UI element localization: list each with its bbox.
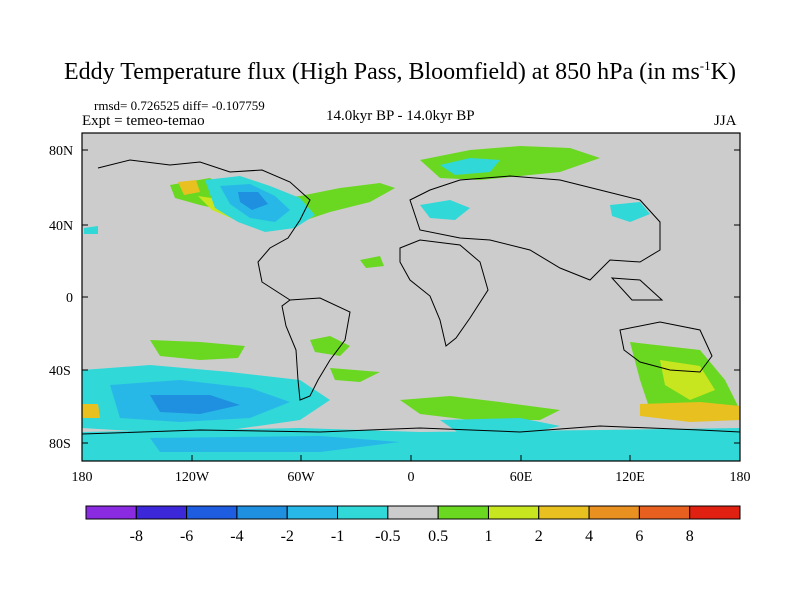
y-tick-label: 80S	[49, 437, 71, 452]
x-tick-label: 0	[408, 470, 415, 485]
colorbar-label: 0.5	[428, 528, 448, 545]
anomaly-patch-green	[150, 340, 245, 360]
flux-field	[82, 146, 740, 461]
colorbar-swatch	[387, 505, 439, 520]
experiment-label: Expt = temeo-temao	[82, 113, 205, 129]
colorbar-label: 6	[635, 528, 643, 545]
colorbar-label: -2	[281, 528, 294, 545]
x-tick-label: 120W	[175, 470, 210, 485]
colorbar-swatch	[588, 505, 640, 520]
period-label: 14.0kyr BP - 14.0kyr BP	[326, 108, 475, 124]
colorbar-swatch	[487, 505, 540, 520]
colorbar-swatch	[689, 505, 741, 520]
anomaly-patch-green	[360, 256, 384, 268]
x-tick-label: 60W	[287, 470, 315, 485]
colorbar-label: -4	[230, 528, 243, 545]
colorbar-swatch	[85, 505, 137, 520]
x-axis	[81, 455, 741, 461]
stats-label: rmsd= 0.726525 diff= -0.107759	[94, 98, 265, 113]
anomaly-patch-green	[400, 396, 560, 420]
colorbar-label: -1	[331, 528, 344, 545]
x-tick-label: 180	[72, 470, 93, 485]
colorbar-label: -6	[180, 528, 193, 545]
colorbar-label: 1	[484, 528, 492, 545]
anomaly-patch-cyan	[82, 428, 740, 461]
colorbar: -8 -6 -4 -2 -1 -0.5 0.5 1 2 4 6 8	[85, 505, 741, 545]
anomaly-patch-blue	[150, 395, 240, 414]
anomaly-patch-cyan	[420, 200, 470, 220]
colorbar-swatch	[286, 505, 339, 520]
colorbar-swatch	[538, 505, 590, 520]
season-label: JJA	[714, 113, 737, 129]
y-tick-label: 40S	[49, 364, 71, 379]
x-tick-label: 120E	[615, 470, 645, 485]
y-axis	[82, 149, 740, 444]
y-tick-label: 40N	[49, 219, 73, 234]
colorbar-swatch	[236, 505, 288, 520]
title-main: Eddy Temperature flux (High Pass, Bloomf…	[64, 59, 700, 85]
colorbar-swatch	[337, 505, 389, 520]
colorbar-label: -8	[130, 528, 143, 545]
title-exponent: -1	[699, 58, 711, 73]
colorbar-swatch	[186, 505, 238, 520]
coastlines	[82, 159, 740, 435]
anomaly-patch-green	[310, 336, 350, 356]
colorbar-label: -0.5	[375, 528, 400, 545]
anomaly-patch-cyan	[440, 158, 500, 175]
colorbar-swatch	[638, 505, 691, 520]
anomaly-patch-lightblue	[150, 436, 400, 452]
colorbar-label: 4	[585, 528, 593, 545]
anomaly-patch-yellow	[82, 404, 100, 418]
anomaly-patch-blue	[238, 192, 268, 210]
colorbar-label: 2	[535, 528, 543, 545]
anomaly-patch-cyan	[84, 226, 98, 234]
y-tick-label: 80N	[49, 144, 73, 159]
colorbar-swatch	[437, 505, 489, 520]
x-tick-label: 180	[730, 470, 751, 485]
anomaly-patch-yellow	[640, 402, 740, 422]
x-tick-label: 60E	[510, 470, 533, 485]
y-tick-label: 0	[66, 291, 73, 306]
anomaly-patch-yellow	[178, 180, 200, 195]
colorbar-swatch	[135, 505, 188, 520]
colorbar-label: 8	[686, 528, 694, 545]
anomaly-patch-green	[330, 368, 380, 382]
title-tail: K)	[710, 59, 736, 85]
anomaly-patch-cyan	[610, 202, 650, 222]
chart-title: Eddy Temperature flux (High Pass, Bloomf…	[0, 58, 800, 86]
